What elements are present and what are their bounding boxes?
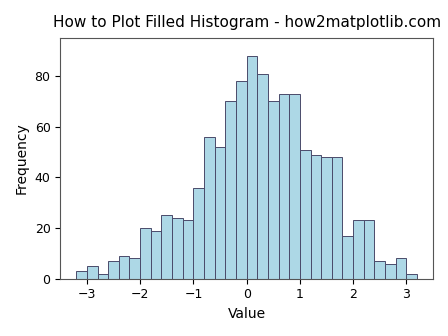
Bar xyxy=(375,261,385,279)
Bar xyxy=(406,274,417,279)
Bar xyxy=(321,157,332,279)
Bar xyxy=(385,263,396,279)
Bar xyxy=(108,261,119,279)
Bar xyxy=(98,274,108,279)
Bar xyxy=(161,215,172,279)
Bar xyxy=(129,258,140,279)
Bar xyxy=(257,74,268,279)
Bar xyxy=(342,236,353,279)
Title: How to Plot Filled Histogram - how2matplotlib.com: How to Plot Filled Histogram - how2matpl… xyxy=(52,15,441,30)
Bar xyxy=(247,56,257,279)
Bar xyxy=(140,228,151,279)
Bar xyxy=(310,155,321,279)
Bar xyxy=(396,258,406,279)
X-axis label: Value: Value xyxy=(228,307,266,321)
Bar xyxy=(183,220,194,279)
Bar xyxy=(279,94,289,279)
Y-axis label: Frequency: Frequency xyxy=(15,123,29,194)
Bar xyxy=(204,137,215,279)
Bar xyxy=(215,147,225,279)
Bar xyxy=(172,218,183,279)
Bar xyxy=(289,94,300,279)
Bar xyxy=(151,230,161,279)
Bar xyxy=(119,256,129,279)
Bar xyxy=(300,150,310,279)
Bar xyxy=(364,220,375,279)
Bar xyxy=(268,101,279,279)
Bar xyxy=(87,266,98,279)
Bar xyxy=(236,81,247,279)
Bar xyxy=(332,157,342,279)
Bar xyxy=(194,187,204,279)
Bar xyxy=(76,271,87,279)
Bar xyxy=(353,220,364,279)
Bar xyxy=(225,101,236,279)
